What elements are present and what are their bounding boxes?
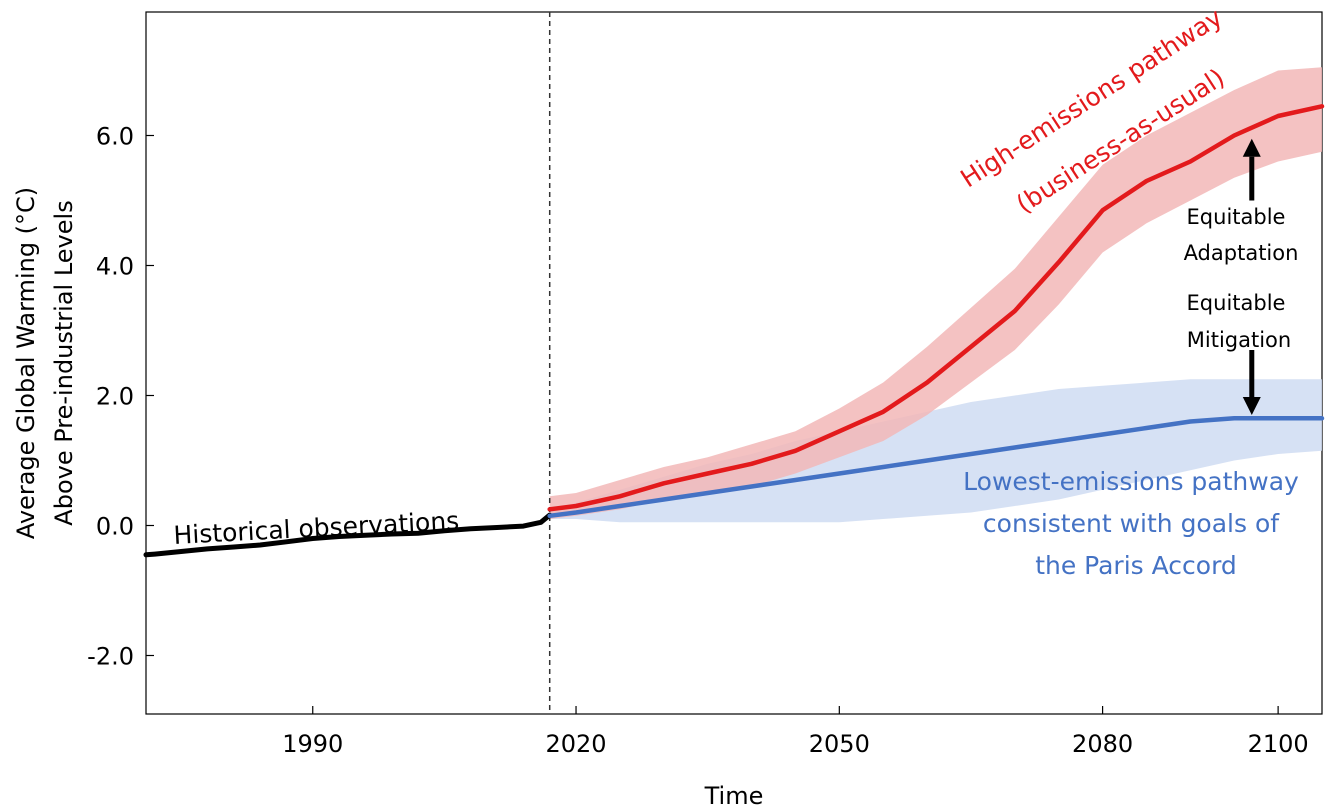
plot-frame [145, 11, 1323, 715]
annotation-arrows [1242, 138, 1261, 415]
adaptation-label-line1: Equitable [1187, 205, 1286, 229]
high-emissions-band [549, 67, 1322, 520]
x-tick-label: 2050 [809, 730, 870, 758]
x-tick-label: 2020 [545, 730, 606, 758]
y-tick-label: 2.0 [96, 383, 134, 411]
x-tick-label: 1990 [282, 730, 343, 758]
mitigation-label-line2: Mitigation [1187, 328, 1291, 352]
low-emissions-line [547, 416, 1325, 519]
adaptation-arrow-head [1242, 138, 1261, 157]
y-axis-ticks: -2.0 0.0 2.0 4.0 6.0 [87, 123, 154, 671]
historical-line [143, 512, 553, 558]
high-emissions-line [547, 104, 1325, 512]
x-axis-title: Time [704, 782, 764, 809]
y-tick-label: 0.0 [96, 513, 134, 541]
low-label-line1: Lowest-emissions pathway [963, 467, 1299, 496]
historical-label: Historical observations [173, 506, 460, 550]
x-axis-ticks: 1990 2020 2050 2080 2100 [282, 706, 1309, 758]
y-axis-title-line1: Average Global Warming (°C) [12, 187, 40, 539]
x-tick-label: 2080 [1072, 730, 1133, 758]
series-lines [143, 104, 1325, 558]
y-axis-title-line2: Above Pre-industrial Levels [50, 200, 78, 525]
x-tick-label: 2100 [1248, 730, 1309, 758]
mitigation-label-line1: Equitable [1187, 291, 1286, 315]
y-tick-label: 6.0 [96, 123, 134, 151]
low-label-line2: consistent with goals of [983, 509, 1280, 538]
y-tick-label: 4.0 [96, 253, 134, 281]
y-tick-label: -2.0 [87, 643, 134, 671]
adaptation-label-line2: Adaptation [1184, 241, 1299, 265]
mitigation-arrow-head [1242, 397, 1261, 415]
low-label-line3: the Paris Accord [1035, 551, 1237, 580]
